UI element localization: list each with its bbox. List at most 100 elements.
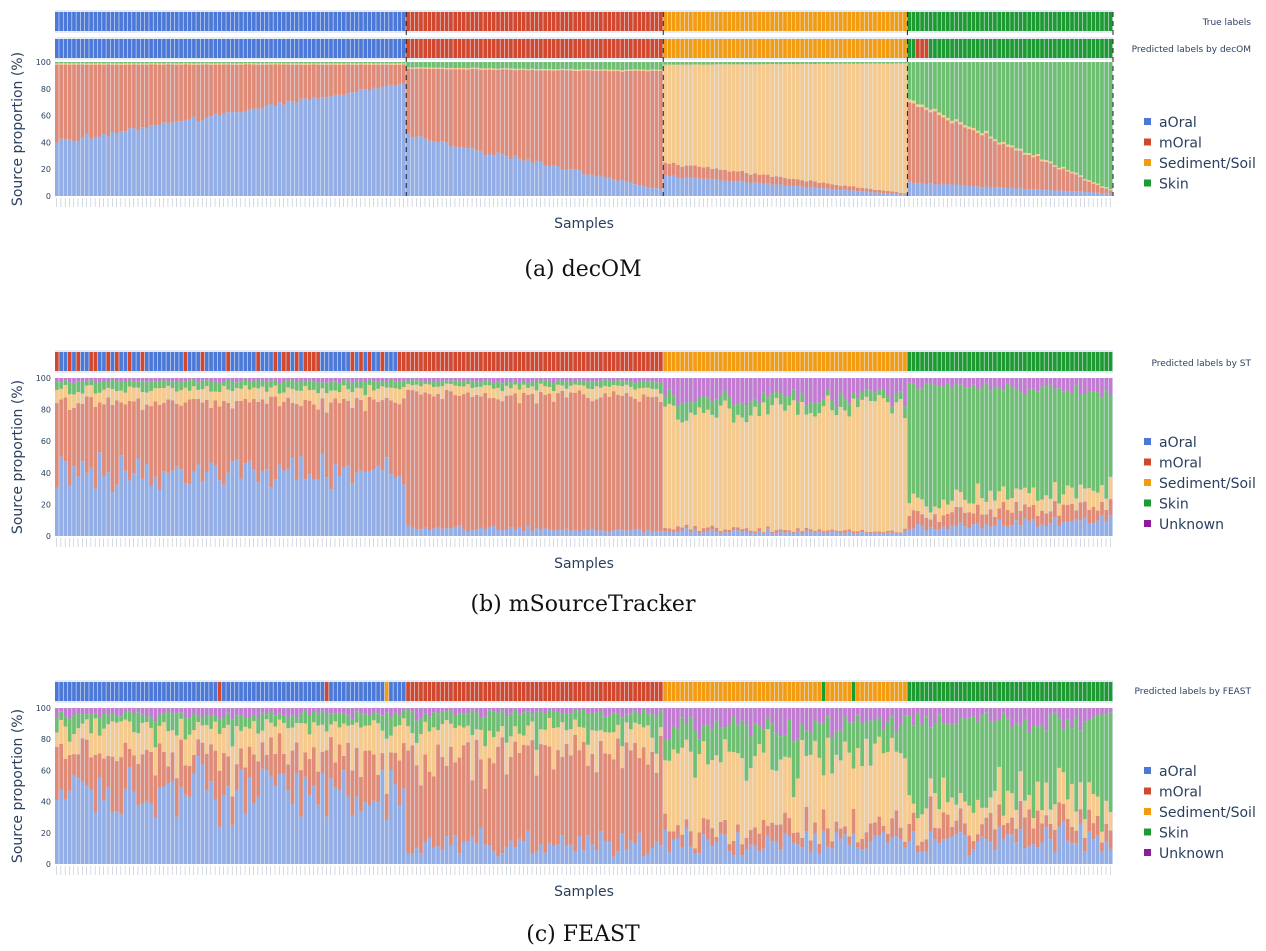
bar-segment (791, 531, 796, 534)
bar-segment (967, 855, 972, 864)
strip-cell (903, 12, 907, 31)
bar-segment (808, 180, 813, 187)
bar-segment (286, 64, 290, 101)
bar-segment (119, 455, 123, 536)
x-tick-mark (805, 538, 807, 547)
bar-segment (1083, 180, 1087, 193)
bar-segment (59, 456, 63, 536)
bar-segment (162, 388, 166, 403)
bar-segment (1074, 172, 1079, 175)
strip-cell (628, 12, 633, 31)
bar-segment (851, 808, 856, 834)
x-tick-mark (283, 198, 284, 207)
bar-segment (534, 775, 539, 852)
strip-cell (72, 39, 76, 58)
strip-cell (114, 352, 119, 371)
x-tick-mark (835, 198, 837, 207)
x-tick-mark (801, 198, 803, 207)
bar-segment (170, 64, 175, 123)
bar-segment (384, 381, 389, 388)
bar-segment (153, 708, 158, 722)
bar-segment (620, 70, 625, 72)
x-tick-mark (321, 198, 323, 207)
bar-segment (1091, 506, 1096, 523)
bar-segment (294, 773, 299, 864)
bar-segment (890, 530, 894, 533)
x-tick-mark (129, 198, 130, 207)
bar-segment (174, 735, 179, 779)
stacked-bars (55, 378, 1113, 536)
bar-segment (320, 62, 325, 64)
bar-segment (521, 378, 526, 381)
bar-segment (401, 718, 406, 744)
bar-segment (950, 708, 954, 725)
bar-segment (299, 456, 303, 536)
bar-segment (791, 708, 796, 742)
strip-cell (744, 682, 749, 701)
bar-segment (179, 739, 183, 787)
bar-segment (1074, 378, 1079, 385)
bar-segment (436, 527, 440, 536)
bar-segment (294, 63, 299, 65)
x-tick-mark (69, 538, 70, 547)
x-tick-mark (758, 538, 760, 547)
bar-segment (796, 708, 800, 739)
bar-segment (860, 532, 864, 536)
bar-segment (461, 147, 466, 196)
bar-segment (783, 532, 787, 536)
bar-segment (1027, 708, 1032, 733)
bar-segment (933, 111, 937, 185)
bar-segment (1095, 492, 1100, 511)
bar-segment (114, 714, 119, 723)
bar-segment (84, 714, 89, 720)
strip-cell (217, 352, 222, 371)
bar-segment (1010, 726, 1014, 794)
strip-cell (693, 352, 697, 371)
bar-segment (410, 527, 415, 536)
x-tick-mark (94, 538, 96, 547)
bar-segment (393, 402, 398, 478)
bar-segment (975, 186, 980, 196)
bar-segment (440, 381, 445, 387)
strip-cell (988, 682, 993, 701)
bar-segment (753, 723, 757, 757)
bar-segment (988, 841, 993, 864)
bar-segment (770, 393, 775, 406)
bar-segment (598, 708, 603, 712)
bar-segment (170, 780, 175, 864)
x-tick-mark (852, 198, 854, 207)
bar-segment (179, 63, 183, 65)
bar-segment (551, 711, 556, 729)
bar-segment (307, 795, 312, 864)
strip-cell (436, 352, 440, 371)
strip-cell (603, 352, 607, 371)
bar-segment (397, 476, 402, 536)
bar-segment (967, 805, 972, 836)
bar-segment (204, 378, 209, 381)
bar-segment (641, 394, 646, 533)
bar-segment (748, 415, 753, 531)
bar-segment (119, 390, 123, 403)
bar-segment (714, 399, 719, 418)
bar-segment (294, 717, 299, 723)
x-tick-mark (428, 198, 430, 207)
bar-segment (1065, 708, 1070, 720)
bar-segment (723, 378, 727, 391)
strip-cell (453, 12, 458, 31)
bar-segment (290, 62, 295, 64)
x-tick-mark (1011, 198, 1013, 207)
bar-segment (1070, 191, 1074, 196)
bar-segment (813, 403, 817, 417)
bar-segment (671, 405, 676, 530)
bar-segment (933, 385, 937, 507)
strip-cell (114, 12, 119, 31)
bar-segment (170, 63, 175, 65)
bar-segment (84, 385, 89, 397)
bar-segment (770, 723, 775, 770)
x-tick-mark (831, 538, 833, 547)
bar-segment (162, 786, 166, 864)
bar-segment (470, 381, 475, 389)
bar-segment (898, 708, 903, 725)
bar-segment (770, 184, 775, 196)
